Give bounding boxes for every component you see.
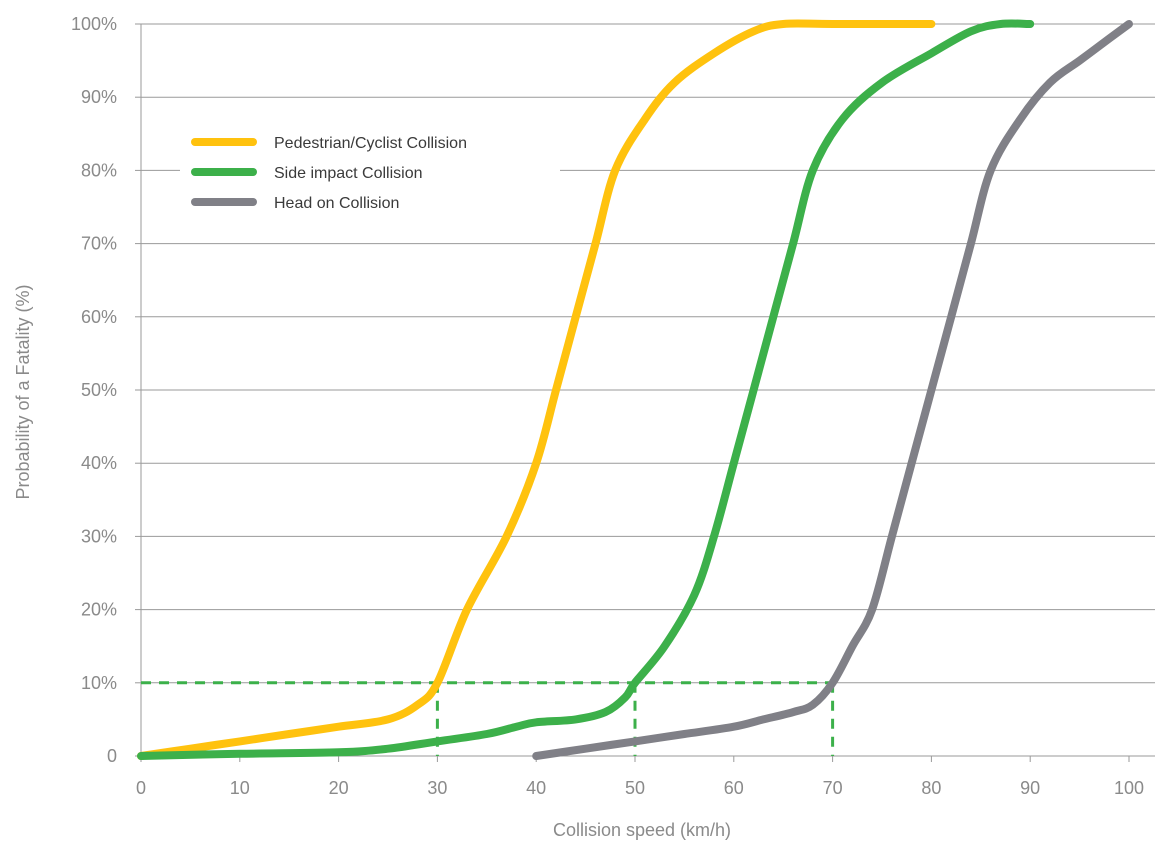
- x-tick-label: 100: [1114, 778, 1144, 798]
- series-lines: [137, 19, 1133, 760]
- y-tick-label: 100%: [71, 14, 117, 34]
- y-tick-label: 80%: [81, 160, 117, 180]
- legend: Pedestrian/Cyclist Collision Side impact …: [180, 128, 560, 218]
- x-axis-title: Collision speed (km/h): [553, 820, 731, 840]
- x-tick-label: 30: [427, 778, 447, 798]
- y-tick-label: 20%: [81, 600, 117, 620]
- y-tick-label: 50%: [81, 380, 117, 400]
- y-tick-label: 30%: [81, 526, 117, 546]
- y-tick-label: 90%: [81, 87, 117, 107]
- tick-labels: 0 10% 20% 30% 40% 50% 60% 70% 80% 90% 100% 0 10 20 30 4…: [71, 14, 1144, 798]
- y-tick-label: 10%: [81, 673, 117, 693]
- series-line-side-impact: [137, 19, 1035, 760]
- legend-label-side-impact: Side impact Collision: [274, 165, 423, 182]
- x-tick-label: 50: [625, 778, 645, 798]
- legend-label-head-on: Head on Collision: [274, 195, 399, 212]
- y-tick-label: 60%: [81, 307, 117, 327]
- series-line-pedestrian-cyclist: [137, 19, 936, 760]
- x-tick-label: 80: [921, 778, 941, 798]
- y-axis-title: Probability of a Fatality (%): [13, 284, 33, 499]
- x-tick-label: 10: [230, 778, 250, 798]
- y-tick-label: 0: [107, 746, 117, 766]
- x-tick-label: 0: [136, 778, 146, 798]
- reference-lines: [141, 681, 835, 756]
- x-tick-label: 70: [823, 778, 843, 798]
- y-tick-label: 70%: [81, 234, 117, 254]
- y-tick-label: 40%: [81, 453, 117, 473]
- legend-label-pedestrian-cyclist: Pedestrian/Cyclist Collision: [274, 135, 467, 152]
- x-tick-label: 20: [329, 778, 349, 798]
- x-tick-label: 60: [724, 778, 744, 798]
- x-tick-label: 90: [1020, 778, 1040, 798]
- x-tick-label: 40: [526, 778, 546, 798]
- grid-lines: [141, 23, 1155, 684]
- series-line-head-on: [532, 20, 1133, 760]
